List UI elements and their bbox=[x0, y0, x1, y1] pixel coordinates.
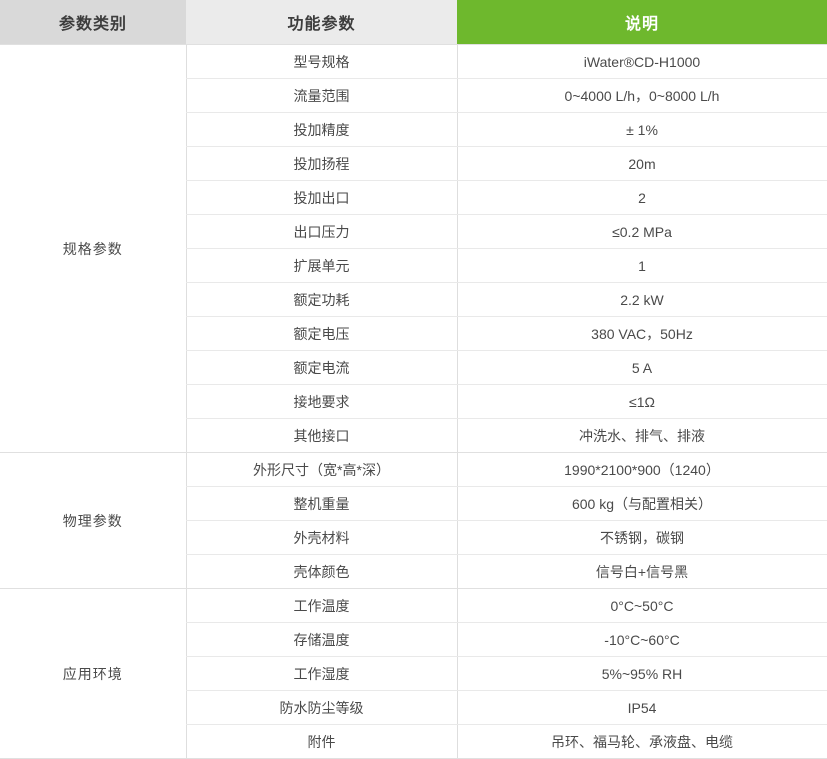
param-cell: 工作温度 bbox=[185, 588, 457, 623]
value-cell: 5 A bbox=[456, 350, 827, 385]
param-cell: 其他接口 bbox=[185, 418, 457, 453]
param-cell: 工作湿度 bbox=[185, 656, 457, 691]
table-row: 存储温度 -10°C~60°C bbox=[0, 622, 827, 657]
value-cell: 不锈钢，碳钢 bbox=[456, 520, 827, 555]
param-cell: 额定功耗 bbox=[185, 282, 457, 317]
table-row: 投加出口 2 bbox=[0, 180, 827, 215]
header-description: 说明 bbox=[457, 0, 827, 45]
table-row: 附件 吊环、福马轮、承液盘、电缆 bbox=[0, 724, 827, 759]
value-cell: iWater®CD-H1000 bbox=[456, 44, 827, 79]
value-cell: 1990*2100*900（1240） bbox=[456, 452, 827, 487]
table-row: 物理参数 外形尺寸（宽*高*深） 1990*2100*900（1240） bbox=[0, 452, 827, 589]
value-cell: 0°C~50°C bbox=[456, 588, 827, 623]
value-cell: 600 kg（与配置相关） bbox=[456, 486, 827, 521]
param-cell: 壳体颜色 bbox=[185, 554, 457, 589]
table-row: 额定功耗 2.2 kW bbox=[0, 282, 827, 317]
table-row: 工作湿度 5%~95% RH bbox=[0, 656, 827, 691]
table-row: 规格参数 型号规格 iWater®CD-H1000 bbox=[0, 44, 827, 453]
value-cell: IP54 bbox=[456, 690, 827, 725]
value-cell: ≤1Ω bbox=[456, 384, 827, 419]
param-cell: 扩展单元 bbox=[185, 248, 457, 283]
table-row: 扩展单元 1 bbox=[0, 248, 827, 283]
table-row: 出口压力 ≤0.2 MPa bbox=[0, 214, 827, 249]
param-cell: 投加出口 bbox=[185, 180, 457, 215]
table-header-row: 参数类别 功能参数 说明 bbox=[0, 0, 827, 45]
header-param-category: 参数类别 bbox=[0, 0, 186, 45]
param-cell: 出口压力 bbox=[185, 214, 457, 249]
value-cell: 吊环、福马轮、承液盘、电缆 bbox=[456, 724, 827, 759]
param-cell: 额定电压 bbox=[185, 316, 457, 351]
value-cell: 2.2 kW bbox=[456, 282, 827, 317]
value-cell: ≤0.2 MPa bbox=[456, 214, 827, 249]
param-cell: 投加扬程 bbox=[185, 146, 457, 181]
table-row: 防水防尘等级 IP54 bbox=[0, 690, 827, 725]
param-cell: 外壳材料 bbox=[185, 520, 457, 555]
table-row: 应用环境 工作温度 0°C~50°C bbox=[0, 588, 827, 759]
category-cell-physical: 物理参数 bbox=[0, 452, 186, 589]
table-row: 额定电流 5 A bbox=[0, 350, 827, 385]
value-cell: 信号白+信号黑 bbox=[456, 554, 827, 589]
param-cell: 额定电流 bbox=[185, 350, 457, 385]
header-functional-param: 功能参数 bbox=[186, 0, 457, 45]
value-cell: 冲洗水、排气、排液 bbox=[456, 418, 827, 453]
value-cell: ± 1% bbox=[456, 112, 827, 147]
table-row: 壳体颜色 信号白+信号黑 bbox=[0, 554, 827, 589]
param-cell: 型号规格 bbox=[185, 44, 457, 79]
value-cell: 20m bbox=[456, 146, 827, 181]
table-row: 接地要求 ≤1Ω bbox=[0, 384, 827, 419]
table-row: 投加扬程 20m bbox=[0, 146, 827, 181]
table-row: 其他接口 冲洗水、排气、排液 bbox=[0, 418, 827, 453]
value-cell: 5%~95% RH bbox=[456, 656, 827, 691]
param-cell: 流量范围 bbox=[185, 78, 457, 113]
table-row: 流量范围 0~4000 L/h，0~8000 L/h bbox=[0, 78, 827, 113]
param-cell: 投加精度 bbox=[185, 112, 457, 147]
table-row: 额定电压 380 VAC，50Hz bbox=[0, 316, 827, 351]
param-cell: 接地要求 bbox=[185, 384, 457, 419]
value-cell: 0~4000 L/h，0~8000 L/h bbox=[456, 78, 827, 113]
param-cell: 外形尺寸（宽*高*深） bbox=[185, 452, 457, 487]
value-cell: 2 bbox=[456, 180, 827, 215]
param-cell: 存储温度 bbox=[185, 622, 457, 657]
param-cell: 附件 bbox=[185, 724, 457, 759]
value-cell: 380 VAC，50Hz bbox=[456, 316, 827, 351]
value-cell: 1 bbox=[456, 248, 827, 283]
param-cell: 防水防尘等级 bbox=[185, 690, 457, 725]
param-cell: 整机重量 bbox=[185, 486, 457, 521]
table-row: 投加精度 ± 1% bbox=[0, 112, 827, 147]
category-cell-spec: 规格参数 bbox=[0, 44, 186, 453]
value-cell: -10°C~60°C bbox=[456, 622, 827, 657]
table-row: 外壳材料 不锈钢，碳钢 bbox=[0, 520, 827, 555]
table-row: 整机重量 600 kg（与配置相关） bbox=[0, 486, 827, 521]
category-cell-environment: 应用环境 bbox=[0, 588, 186, 759]
